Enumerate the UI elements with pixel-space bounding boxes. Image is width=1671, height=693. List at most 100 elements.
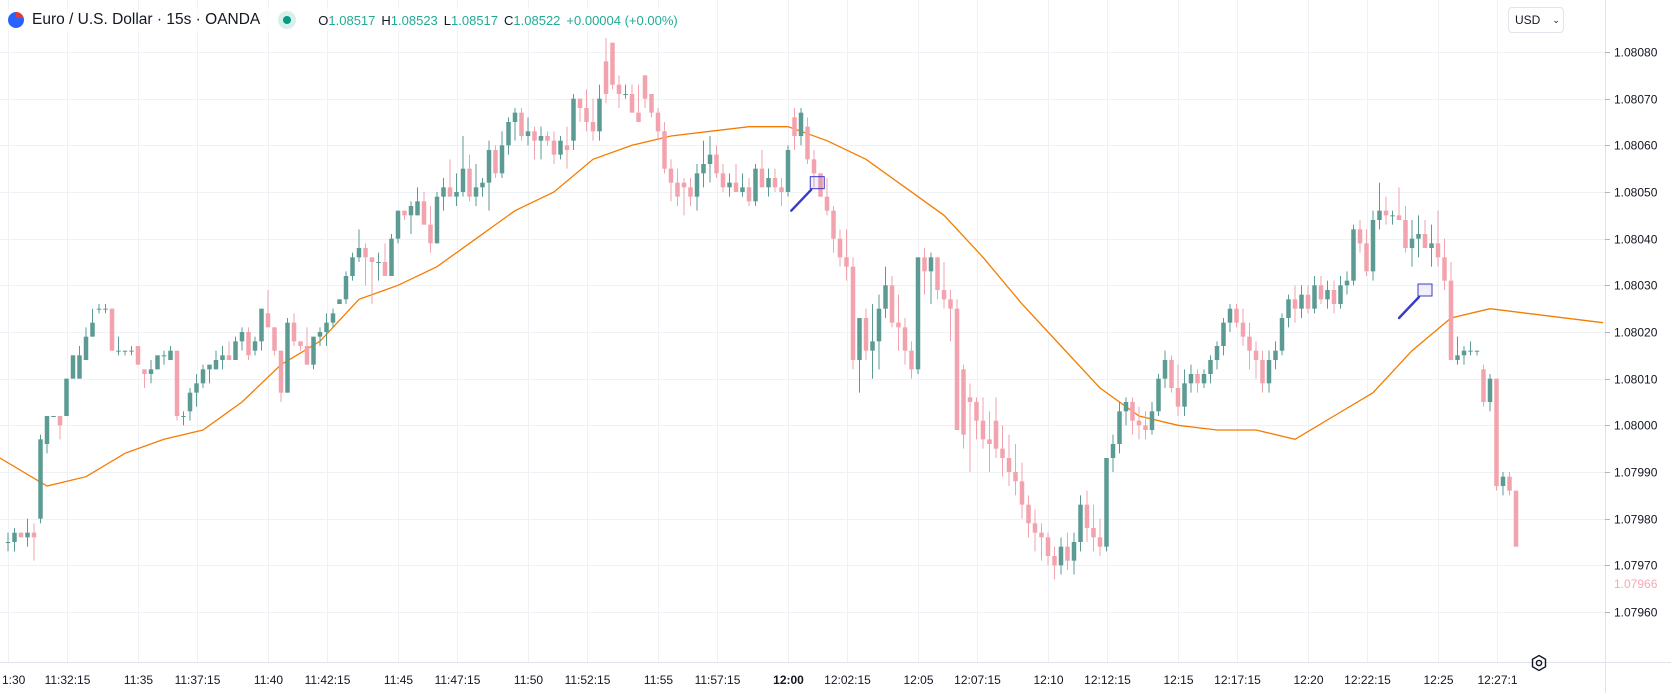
chart-settings-button[interactable] [1526, 650, 1552, 676]
candle-body [317, 332, 323, 337]
candle [551, 131, 557, 164]
candle-body [870, 341, 875, 351]
candle [792, 108, 797, 150]
candle [1065, 532, 1070, 570]
candle [278, 350, 284, 402]
candle [1461, 346, 1467, 365]
currency-dropdown[interactable]: USD ⌄ [1508, 7, 1564, 33]
candle-body [753, 168, 758, 202]
candle-body [31, 532, 37, 538]
time-tick-label: 12:22:15 [1344, 673, 1391, 687]
candle [811, 150, 817, 188]
candle-body [564, 145, 570, 150]
candle-body [642, 75, 648, 99]
candle-body [200, 369, 206, 384]
change-value: +0.00004 (+0.00%) [566, 12, 678, 28]
symbol-title[interactable]: Euro / U.S. Dollar · 15s · OANDA [32, 11, 261, 28]
price-axis[interactable]: 1.08080 1.08070 1.08060 1.08050 1.08040 1.080… [1605, 46, 1658, 620]
candle-body [525, 131, 531, 136]
candle [1104, 458, 1109, 552]
candle [174, 350, 180, 421]
candle-body [824, 196, 830, 211]
candle-body [1201, 374, 1207, 384]
candle-body [506, 122, 511, 146]
candle [1227, 304, 1233, 332]
candle-body [5, 542, 11, 543]
candle-body [909, 350, 914, 370]
candle [571, 94, 576, 150]
price-tick-label: 1.08080 [1614, 46, 1658, 60]
candle-body [668, 168, 674, 183]
candle-body [1130, 402, 1135, 421]
candle [668, 159, 674, 202]
candle-body [818, 173, 823, 197]
candle [161, 350, 167, 365]
candle [1487, 374, 1493, 412]
candle-body [1084, 504, 1090, 528]
candle-body [844, 257, 849, 267]
candle-body [226, 355, 232, 360]
candle [1377, 182, 1382, 230]
candle [902, 318, 908, 365]
candle [1195, 369, 1200, 393]
candle-body [993, 420, 999, 449]
candle-body [486, 150, 492, 183]
close-key: C [504, 12, 514, 28]
time-tick-label: 12:00 [773, 673, 804, 687]
candle [993, 397, 999, 458]
candle [1136, 406, 1142, 440]
candle [818, 173, 823, 197]
candle [1208, 355, 1213, 384]
candle [168, 346, 173, 360]
candle [857, 318, 862, 393]
candle [1019, 462, 1025, 519]
candle-body [473, 187, 479, 197]
candle [1182, 369, 1187, 416]
candle [922, 248, 927, 295]
candle [246, 327, 251, 360]
candle-body [337, 299, 342, 304]
candle [1091, 504, 1096, 552]
candle [961, 364, 966, 449]
high-value: 1.08523 [390, 12, 438, 28]
candle [928, 252, 934, 304]
price-tick-label: 1.08040 [1614, 233, 1658, 247]
candle-body [798, 112, 804, 136]
candle [1123, 397, 1129, 426]
candle-body [1078, 504, 1083, 542]
candle [519, 108, 524, 141]
candle-body [1247, 336, 1252, 351]
candle [428, 206, 433, 253]
time-tick-label: 12:27:1 [1477, 673, 1517, 687]
candle-body [584, 108, 589, 122]
candle-body [207, 364, 212, 370]
candle-body [1169, 360, 1174, 388]
candle-body [428, 224, 433, 244]
candle-body [980, 420, 986, 440]
candle-body [662, 131, 667, 169]
candle [1390, 210, 1395, 225]
candle [636, 84, 641, 122]
candle [1286, 294, 1291, 328]
candle-body [1058, 546, 1064, 566]
candle-body [239, 332, 245, 342]
candle [103, 304, 108, 314]
candle-body [493, 150, 498, 174]
candle-body [1390, 215, 1395, 217]
candle [181, 411, 186, 426]
price-tick-label: 1.08010 [1614, 373, 1658, 387]
candle-body [395, 210, 401, 239]
market-status-icon[interactable] [278, 11, 297, 29]
candle-body [857, 318, 862, 360]
last-price-label: 1.07966 [1606, 575, 1671, 593]
candle-body [499, 145, 505, 174]
time-tick-label: 11:35 [124, 673, 153, 687]
candle-body [116, 350, 121, 352]
candle [967, 383, 973, 472]
candle-body [1097, 537, 1103, 547]
price-tick-label: 1.07970 [1614, 559, 1658, 573]
time-axis[interactable]: 1:30 11:32:15 11:35 11:37:15 11:40 11:42:15 11… [2, 673, 1518, 687]
candle-body [421, 201, 427, 225]
grid-lines [0, 0, 1605, 662]
